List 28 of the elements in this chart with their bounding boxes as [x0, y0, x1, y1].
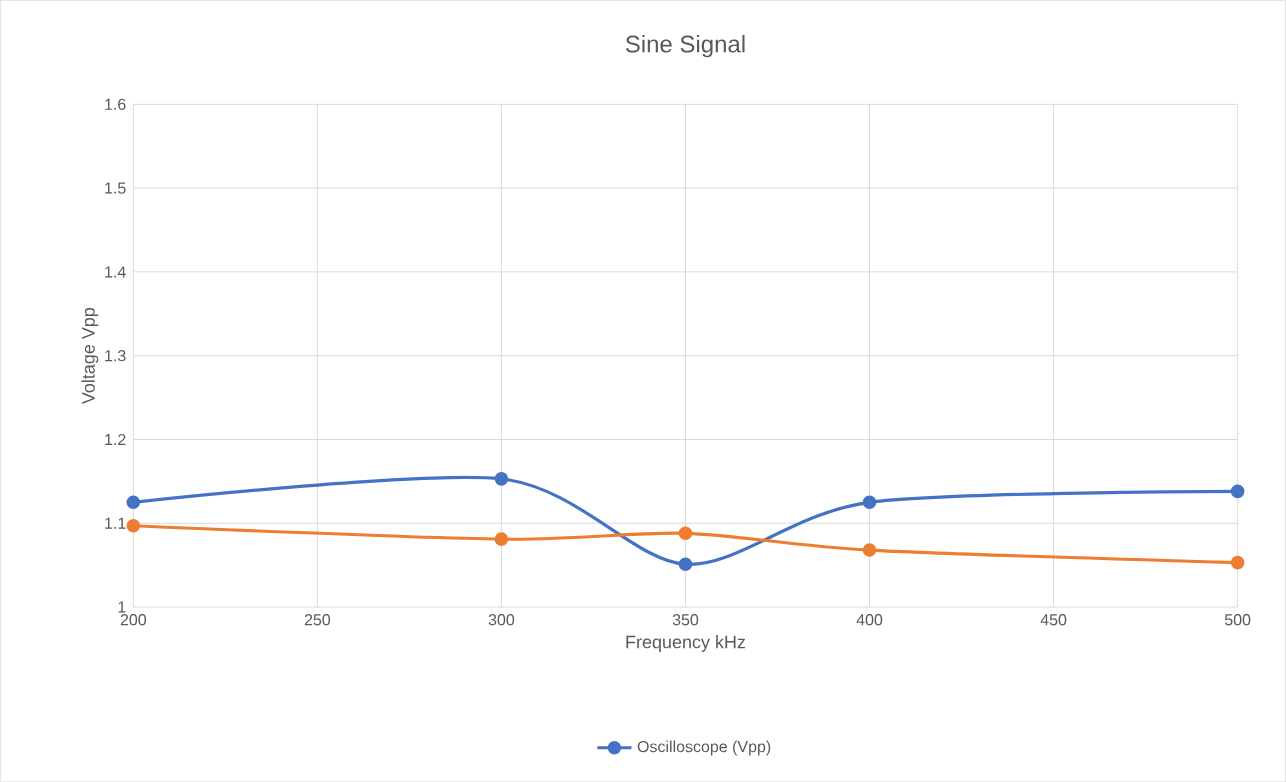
point — [494, 471, 509, 486]
point — [126, 495, 141, 509]
x-tick-label: 450 — [1040, 613, 1067, 626]
point — [862, 543, 877, 557]
point — [678, 526, 693, 540]
x-tick-label: 350 — [672, 613, 699, 626]
y-tick-label: 1.4 — [105, 266, 126, 278]
y-axis-title: Voltage Vpp — [81, 307, 99, 404]
y-tick-label: 1.1 — [105, 517, 126, 529]
x-axis-title: Frequency kHz — [626, 634, 746, 652]
point — [494, 532, 509, 546]
x-tick-label: 400 — [856, 613, 883, 626]
y-tick-label: 1.5 — [105, 182, 126, 194]
x-tick-label: 500 — [1224, 613, 1251, 626]
point — [1230, 555, 1245, 570]
chart-title: Sine Signal — [625, 34, 745, 58]
x-tick-label: 300 — [488, 613, 515, 626]
point — [1230, 484, 1245, 499]
y-tick-label: 1 — [118, 601, 126, 613]
y-tick-label: 1.2 — [105, 433, 126, 445]
y-tick-label: 1.3 — [105, 349, 126, 362]
legend-label: Oscilloscope (Vpp) — [637, 740, 771, 756]
x-tick-label: 200 — [120, 613, 147, 626]
point — [126, 518, 141, 533]
x-tick-label: 250 — [304, 613, 331, 626]
point — [678, 557, 693, 571]
y-tick-label: 1.6 — [105, 98, 126, 110]
point — [862, 495, 877, 509]
